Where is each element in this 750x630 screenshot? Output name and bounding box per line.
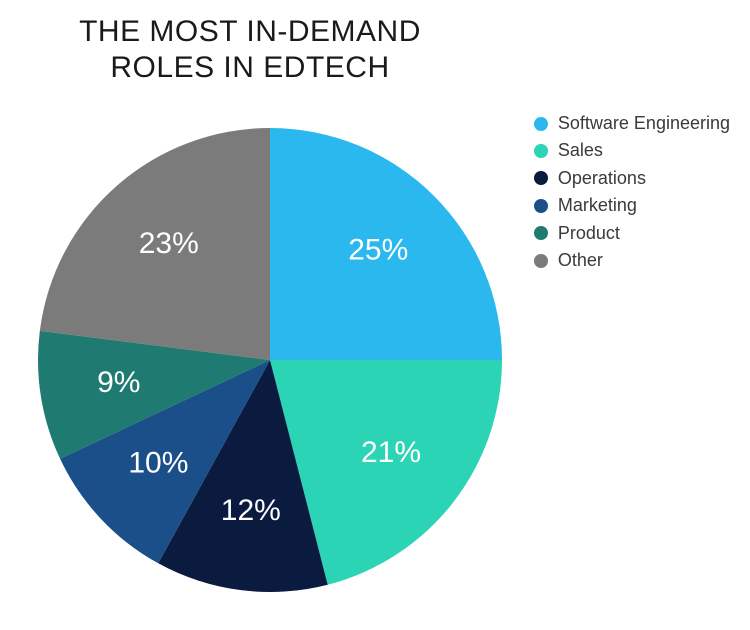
slice-label: 21% — [361, 436, 421, 469]
legend-swatch — [534, 144, 548, 158]
legend-swatch — [534, 117, 548, 131]
legend: Software Engineering Sales Operations Marke… — [534, 112, 730, 276]
slice-label: 9% — [97, 366, 140, 399]
legend-item: Operations — [534, 167, 730, 190]
legend-swatch — [534, 199, 548, 213]
slice-label: 12% — [221, 494, 281, 527]
legend-label: Operations — [558, 167, 646, 190]
legend-label: Software Engineering — [558, 112, 730, 135]
legend-label: Product — [558, 222, 620, 245]
legend-label: Marketing — [558, 194, 637, 217]
chart-title: THE MOST IN-DEMAND ROLES IN EDTECH — [40, 14, 460, 86]
slice-label: 23% — [139, 227, 199, 260]
pie-chart: 25% 21% 12% 10% 9% 23% — [30, 120, 510, 600]
chart-container: THE MOST IN-DEMAND ROLES IN EDTECH 25% 21… — [0, 0, 750, 630]
slice-label: 10% — [128, 447, 188, 480]
legend-item: Other — [534, 249, 730, 272]
legend-label: Sales — [558, 139, 603, 162]
legend-swatch — [534, 171, 548, 185]
legend-label: Other — [558, 249, 603, 272]
legend-item: Marketing — [534, 194, 730, 217]
legend-swatch — [534, 254, 548, 268]
slice-label: 25% — [348, 234, 408, 267]
legend-item: Product — [534, 222, 730, 245]
legend-item: Software Engineering — [534, 112, 730, 135]
legend-item: Sales — [534, 139, 730, 162]
legend-swatch — [534, 226, 548, 240]
